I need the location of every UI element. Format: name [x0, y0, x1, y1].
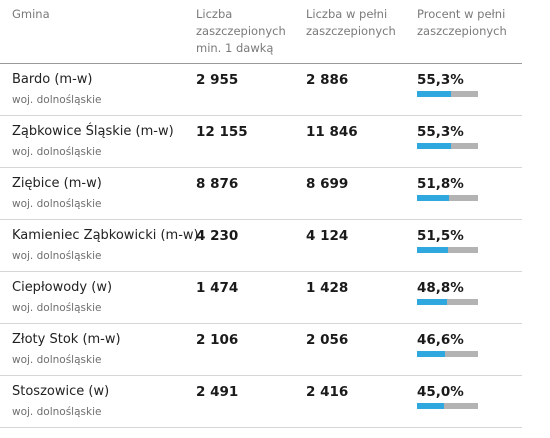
percent-bar [417, 403, 478, 409]
percent-bar-fill [417, 403, 445, 409]
percent-bar-fill [417, 91, 451, 97]
column-header-full[interactable]: Liczba w pełni zaszczepionych [306, 7, 396, 38]
gmina-name: Bardo (m-w) [12, 72, 93, 87]
percent-value: 45,0% [417, 384, 464, 400]
percent-value: 55,3% [417, 72, 464, 88]
percent-bar-fill [417, 143, 451, 149]
gmina-name: Ziębice (m-w) [12, 176, 102, 191]
table-row: Stoszowice (w) woj. dolnośląskie 2 491 2… [0, 376, 522, 428]
region-label: woj. dolnośląskie [12, 94, 102, 106]
full-count: 2 056 [306, 332, 349, 348]
dose1-count: 1 474 [196, 280, 239, 296]
percent-bar [417, 351, 478, 357]
region-label: woj. dolnośląskie [12, 302, 102, 314]
region-label: woj. dolnośląskie [12, 250, 102, 262]
gmina-name: Ząbkowice Śląskie (m-w) [12, 124, 174, 139]
percent-value: 48,8% [417, 280, 464, 296]
full-count: 1 428 [306, 280, 349, 296]
table-row: Kamieniec Ząbkowicki (m-w) woj. dolnoślą… [0, 220, 522, 272]
column-header-percent[interactable]: Procent w pełni zaszczepionych [417, 7, 507, 38]
gmina-name: Kamieniec Ząbkowicki (m-w) [12, 228, 199, 243]
table-row: Ząbkowice Śląskie (m-w) woj. dolnośląski… [0, 116, 522, 168]
region-label: woj. dolnośląskie [12, 354, 102, 366]
percent-value: 55,3% [417, 124, 464, 140]
table-row: Bardo (m-w) woj. dolnośląskie 2 955 2 88… [0, 64, 522, 116]
region-label: woj. dolnośląskie [12, 406, 102, 418]
column-header-gmina[interactable]: Gmina [12, 7, 50, 21]
percent-bar [417, 143, 478, 149]
full-count: 4 124 [306, 228, 349, 244]
full-count: 11 846 [306, 124, 358, 140]
gmina-name: Ciepłowody (w) [12, 280, 113, 295]
percent-bar-fill [417, 299, 447, 305]
dose1-count: 2 491 [196, 384, 239, 400]
percent-bar [417, 247, 478, 253]
percent-bar-fill [417, 351, 446, 357]
percent-value: 51,5% [417, 228, 464, 244]
percent-value: 46,6% [417, 332, 464, 348]
gmina-name: Stoszowice (w) [12, 384, 110, 399]
dose1-count: 8 876 [196, 176, 239, 192]
column-header-dose1[interactable]: Liczba zaszczepionych min. 1 dawką [196, 7, 286, 55]
full-count: 2 886 [306, 72, 349, 88]
dose1-count: 12 155 [196, 124, 248, 140]
table-row: Złoty Stok (m-w) woj. dolnośląskie 2 106… [0, 324, 522, 376]
percent-bar-fill [417, 195, 449, 201]
full-count: 8 699 [306, 176, 349, 192]
dose1-count: 2 106 [196, 332, 239, 348]
full-count: 2 416 [306, 384, 349, 400]
table-header: Gmina Liczba zaszczepionych min. 1 dawką… [0, 0, 522, 64]
region-label: woj. dolnośląskie [12, 146, 102, 158]
dose1-count: 2 955 [196, 72, 239, 88]
percent-bar [417, 195, 478, 201]
dose1-count: 4 230 [196, 228, 239, 244]
gmina-name: Złoty Stok (m-w) [12, 332, 121, 347]
vaccination-table: Gmina Liczba zaszczepionych min. 1 dawką… [0, 0, 522, 428]
percent-bar-fill [417, 247, 449, 253]
table-row: Ciepłowody (w) woj. dolnośląskie 1 474 1… [0, 272, 522, 324]
percent-bar [417, 91, 478, 97]
percent-bar [417, 299, 478, 305]
region-label: woj. dolnośląskie [12, 198, 102, 210]
percent-value: 51,8% [417, 176, 464, 192]
table-row: Ziębice (m-w) woj. dolnośląskie 8 876 8 … [0, 168, 522, 220]
